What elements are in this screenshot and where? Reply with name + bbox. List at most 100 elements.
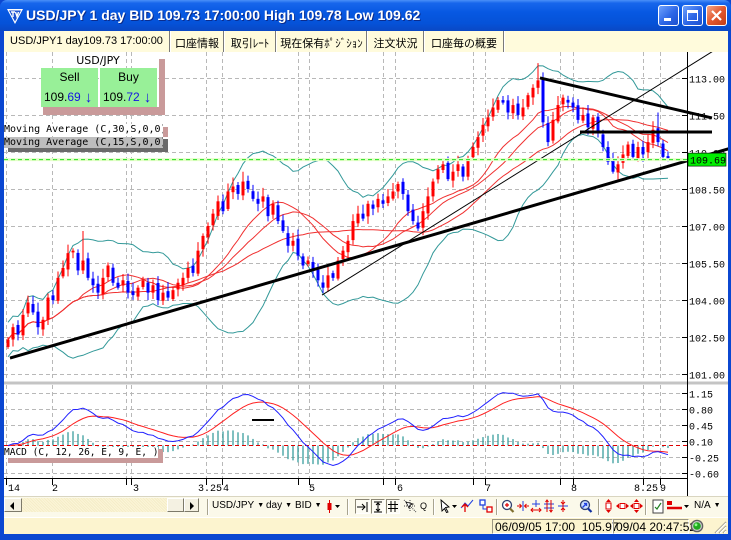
sell-button[interactable]: Sell 109.69 ↓	[41, 68, 98, 107]
candle	[256, 191, 260, 212]
scrollbar-thumb[interactable]	[167, 498, 184, 512]
candle	[76, 249, 80, 276]
horizontal-scrollbar[interactable]	[22, 498, 167, 512]
expand-horizontal-button[interactable]	[530, 499, 542, 514]
expand-vertical-icon	[544, 499, 554, 513]
rectangle-tool-icon	[479, 499, 493, 513]
resize-grip-icon	[714, 521, 727, 534]
compress-vertical-button[interactable]	[557, 499, 569, 514]
candle	[346, 235, 350, 258]
tab-trade-rates[interactable]: 取引ﾚｰﾄ	[225, 31, 276, 52]
candle	[581, 107, 585, 124]
price-side-select[interactable]: BID ▼	[295, 500, 322, 511]
candle	[661, 140, 665, 160]
chart-type-select[interactable]	[326, 499, 342, 514]
candle	[491, 98, 495, 121]
quote-button[interactable]: Q	[420, 501, 428, 511]
scale-vertical-icon	[605, 499, 612, 513]
candle	[156, 276, 160, 306]
legend-ma30[interactable]: Moving Average (C,30,S,0,0)	[4, 124, 163, 135]
jump-to-latest-icon	[357, 502, 368, 512]
candle	[151, 279, 155, 300]
chart-canvas[interactable]: 113.00111.50110.00108.50107.00105.50104.…	[4, 52, 728, 496]
minimize-icon	[664, 18, 671, 21]
buy-button[interactable]: Buy 109.72 ↓	[100, 68, 157, 107]
trendline[interactable]	[9, 147, 728, 360]
tab-account-summary[interactable]: 口座毎の概要	[425, 31, 504, 52]
macd-axis-label: 1.15	[689, 391, 713, 402]
candle	[176, 278, 180, 297]
jump-to-latest-button[interactable]	[355, 499, 370, 514]
legend-ma15[interactable]: Moving Average (C,15,S,0,0)	[4, 137, 163, 148]
crosshair-button[interactable]	[403, 499, 417, 514]
maximize-icon	[687, 10, 698, 21]
candle	[131, 282, 135, 300]
zoom-fit-button[interactable]	[579, 499, 593, 514]
legend-macd[interactable]: MACD (C, 12, 26, E, 9, E, )	[4, 447, 158, 458]
time-axis-label: 8	[571, 484, 577, 495]
toolbar-separator	[207, 499, 209, 515]
scale-vertical-button[interactable]	[603, 499, 614, 514]
trendline-tool-button[interactable]	[460, 499, 474, 514]
chevron-down-icon: ▼	[257, 502, 265, 509]
candle	[41, 316, 45, 336]
price-pane[interactable]	[4, 52, 687, 381]
legend-shadow	[8, 148, 168, 152]
tab-chart-usdjpy[interactable]: USD/JPY1 day109.73 17:00:00	[4, 31, 170, 52]
candle	[331, 270, 335, 281]
macd-pane[interactable]	[4, 385, 687, 478]
candle	[556, 96, 560, 124]
maximize-button[interactable]	[682, 5, 703, 26]
price-axis-label: 108.50	[689, 187, 725, 198]
compress-horizontal-button[interactable]	[517, 499, 529, 514]
price-axis-label: 104.00	[689, 298, 725, 309]
close-button[interactable]	[706, 5, 727, 26]
title-bar[interactable]: USD/JPY 1 day BID 109.73 17:00:00 High 1…	[0, 0, 731, 31]
pane-separator[interactable]	[4, 381, 728, 385]
expand-horizontal-icon	[530, 500, 542, 513]
rectangle-tool-button[interactable]	[479, 499, 493, 514]
price-axis-label: 111.50	[689, 113, 725, 124]
price-axis-label: 101.00	[689, 372, 725, 383]
candle	[451, 164, 455, 188]
arrow-down-icon: ↓	[84, 89, 93, 106]
candle	[161, 284, 165, 305]
trendline[interactable]	[321, 52, 728, 296]
scroll-right-button[interactable]	[184, 498, 199, 512]
zoom-in-button[interactable]	[501, 499, 515, 514]
candle	[126, 273, 130, 299]
candle	[11, 323, 15, 347]
expand-vertical-button[interactable]	[543, 499, 555, 514]
candle	[211, 208, 215, 231]
trendline-layer[interactable]	[4, 52, 728, 360]
na-select-value: N/A	[694, 500, 711, 511]
symbol-select[interactable]: USD/JPY ▼	[212, 500, 264, 511]
scale-both-button[interactable]	[630, 499, 643, 514]
chart-area[interactable]: 113.00111.50110.00108.50107.00105.50104.…	[4, 52, 728, 496]
tab-order-status[interactable]: 注文状況	[368, 31, 424, 52]
trendline[interactable]	[539, 76, 713, 120]
tab-bar: USD/JPY1 day109.73 17:00:00 口座情報 取引ﾚｰﾄ 現…	[4, 31, 728, 52]
scroll-left-button[interactable]	[4, 498, 22, 512]
auto-scale-button[interactable]	[371, 499, 385, 514]
cursor-select-button[interactable]	[440, 499, 458, 514]
candle	[401, 178, 405, 200]
na-select[interactable]: N/A ▼	[694, 500, 721, 511]
tab-open-positions[interactable]: 現在保有ﾎﾟｼﾞｼｮﾝ	[277, 31, 367, 52]
resize-grip[interactable]	[712, 519, 727, 534]
bar-price: 105.97	[581, 520, 619, 534]
scale-both-icon	[630, 499, 643, 513]
chevron-down-icon: ▼	[314, 502, 322, 509]
candle	[81, 230, 85, 275]
fx-logo-icon	[7, 9, 23, 24]
tab-account-info[interactable]: 口座情報	[171, 31, 224, 52]
grid-toggle-button[interactable]	[386, 499, 400, 514]
line-color-select[interactable]	[666, 499, 690, 514]
minimize-button[interactable]	[658, 5, 679, 26]
candle	[391, 182, 395, 201]
report-button[interactable]	[652, 499, 665, 514]
timeframe-select[interactable]: day ▼	[266, 500, 292, 511]
crosshair-icon	[403, 499, 417, 513]
macd-axis-label: -0.25	[689, 455, 719, 466]
scale-horizontal-button[interactable]	[616, 499, 629, 514]
